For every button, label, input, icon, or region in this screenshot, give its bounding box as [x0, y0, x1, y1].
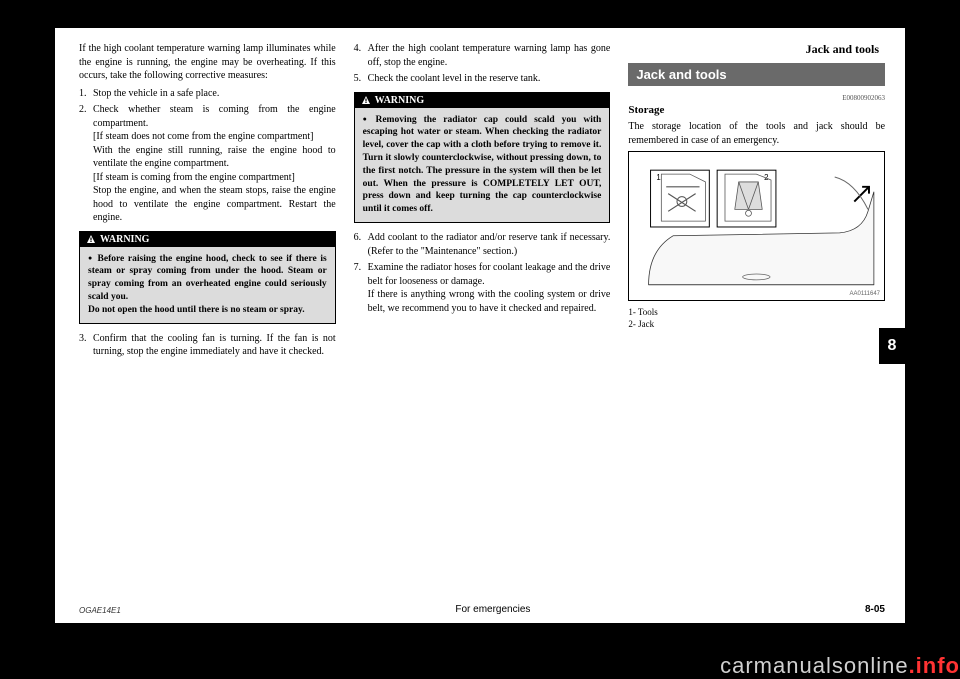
- warning-header-2: WARNING: [355, 93, 610, 108]
- warning-box-2: WARNING Removing the radiator cap could …: [354, 92, 611, 224]
- running-head: Jack and tools: [628, 42, 885, 57]
- manual-code: OGAE14E1: [79, 606, 121, 615]
- sub-heading: Storage: [628, 104, 885, 116]
- svg-text:1: 1: [657, 173, 661, 182]
- jack-illustration: 1 2 AA0111647: [628, 151, 885, 301]
- step-5: 5.Check the coolant level in the reserve…: [354, 72, 611, 86]
- illustration-code: AA0111647: [850, 291, 880, 297]
- watermark-text-b: .info: [909, 653, 960, 678]
- step-2: 2.Check whether steam is coming from the…: [79, 103, 336, 225]
- watermark-text-a: carmanualsonline: [720, 653, 908, 678]
- page-number: 8-05: [865, 604, 885, 615]
- illustration-svg: 1 2: [629, 152, 884, 300]
- page: If the high coolant temperature warning …: [55, 28, 905, 623]
- doc-code: E00800902063: [628, 94, 885, 102]
- warning-body-1: Before raising the engine hood, check to…: [80, 247, 335, 323]
- illustration-legend: 1- Tools 2- Jack: [628, 307, 885, 330]
- step-1: 1.Stop the vehicle in a safe place.: [79, 87, 336, 101]
- warning-header-1: WARNING: [80, 232, 335, 247]
- column-1: If the high coolant temperature warning …: [79, 42, 336, 609]
- footer-chapter: For emergencies: [455, 604, 530, 615]
- column-2: 4.After the high coolant temperature war…: [354, 42, 611, 609]
- page-footer: OGAE14E1 For emergencies 8-05: [79, 604, 885, 615]
- chapter-tab: 8: [879, 328, 905, 364]
- warning-triangle-icon: [86, 234, 96, 244]
- step-7: 7.Examine the radiator hoses for coolant…: [354, 261, 611, 315]
- content-area: If the high coolant temperature warning …: [55, 28, 905, 623]
- column-3: Jack and tools Jack and tools E008009020…: [628, 42, 885, 609]
- step-4: 4.After the high coolant temperature war…: [354, 42, 611, 69]
- legend-2: 2- Jack: [628, 319, 885, 331]
- warning-body-2: Removing the radiator cap could scald yo…: [355, 108, 610, 223]
- warning-box-1: WARNING Before raising the engine hood, …: [79, 231, 336, 324]
- heading-bar: Jack and tools: [628, 63, 885, 86]
- warning-triangle-icon: [361, 95, 371, 105]
- step-3: 3.Confirm that the cooling fan is turnin…: [79, 332, 336, 359]
- intro-text: If the high coolant temperature warning …: [79, 42, 336, 83]
- step-6: 6.Add coolant to the radiator and/or res…: [354, 231, 611, 258]
- warning-label-1: WARNING: [100, 234, 149, 245]
- storage-text: The storage location of the tools and ja…: [628, 120, 885, 147]
- legend-1: 1- Tools: [628, 307, 885, 319]
- watermark: carmanualsonline.info: [720, 653, 960, 679]
- warning-label-2: WARNING: [375, 95, 424, 106]
